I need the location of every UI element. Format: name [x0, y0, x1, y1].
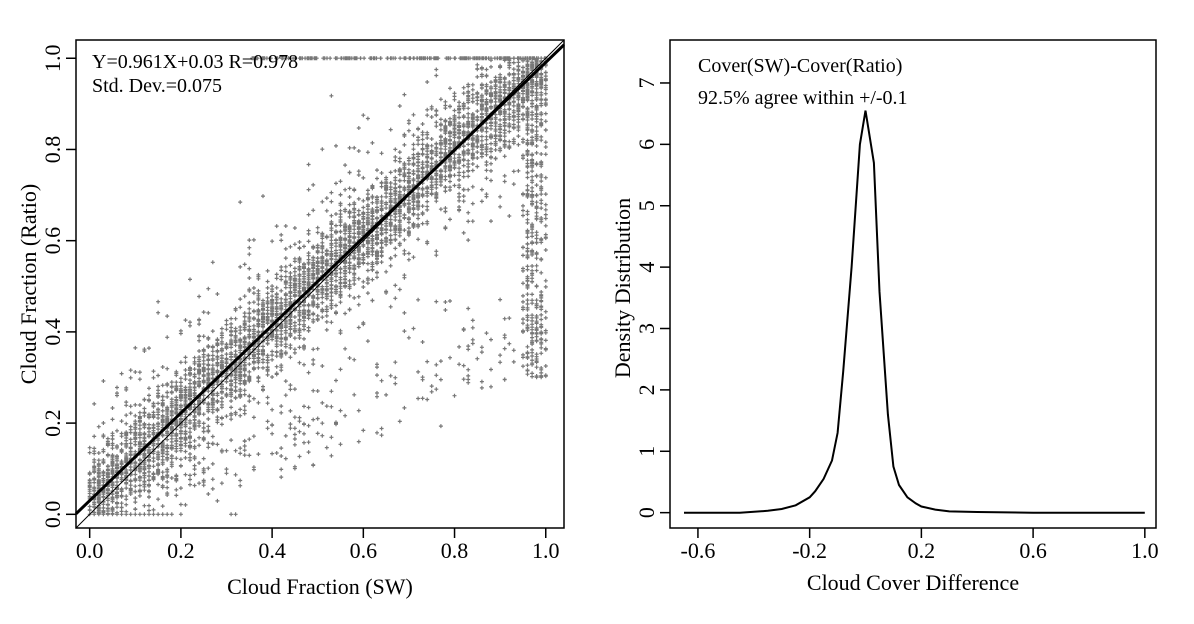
scatter-x-tick-label: 1.0: [532, 538, 560, 563]
scatter-x-tick-label: 0.6: [350, 538, 378, 563]
density-y-tick-label: 2: [634, 384, 659, 395]
density-curve: [684, 110, 1145, 514]
scatter-y-tick-label: 0.8: [40, 136, 65, 164]
density-y-tick-label: 0: [634, 507, 659, 518]
regression-line: [74, 43, 566, 515]
density-x-tick-label: -0.2: [792, 538, 827, 563]
density-x-axis: -0.6 -0.2 0.2 0.6 1.0: [681, 528, 1159, 563]
density-y-axis-title: Density Distribution: [610, 198, 635, 378]
scatter-x-axis: 0.0 0.2 0.4 0.6 0.8 1.0: [76, 528, 560, 563]
scatter-y-tick-label: 0.2: [40, 409, 65, 437]
density-y-tick-label: 3: [634, 323, 659, 334]
std-dev-annotation: Std. Dev.=0.075: [92, 75, 222, 97]
density-y-tick-label: 4: [634, 262, 659, 273]
scatter-panel: 0.0 0.2 0.4 0.6 0.8 1.0 0.0 0.2 0.4 0.6 0.8 1.0 Y=…: [16, 39, 566, 599]
density-plot-frame: [669, 39, 1157, 529]
density-x-tick-label: 1.0: [1131, 538, 1159, 563]
scatter-y-axis-title: Cloud Fraction (Ratio): [16, 184, 41, 384]
scatter-x-tick-label: 0.4: [258, 538, 286, 563]
scatter-y-tick-label: 0.0: [40, 501, 65, 529]
density-y-tick-label: 5: [634, 200, 659, 211]
density-x-axis-title: Cloud Cover Difference: [807, 570, 1019, 595]
density-x-tick-label: 0.6: [1019, 538, 1047, 563]
scatter-x-axis-title: Cloud Fraction (SW): [227, 574, 413, 599]
scatter-y-tick-label: 0.6: [40, 227, 65, 255]
density-y-tick-label: 7: [634, 77, 659, 88]
scatter-x-tick-label: 0.0: [76, 538, 104, 563]
density-title-annotation: Cover(SW)-Cover(Ratio): [698, 55, 902, 77]
agreement-annotation: 92.5% agree within +/-0.1: [698, 87, 908, 109]
density-x-tick-label: -0.6: [681, 538, 716, 563]
scatter-x-tick-label: 0.8: [441, 538, 469, 563]
scatter-plot-frame: [75, 39, 565, 529]
density-panel: -0.6 -0.2 0.2 0.6 1.0 0 1 2 3 4 5 6 7 Cover(SW)-Cov…: [610, 39, 1159, 595]
regression-equation-annotation: Y=0.961X+0.03 R=0.978: [92, 51, 298, 73]
scatter-y-axis: 0.0 0.2 0.4 0.6 0.8 1.0: [40, 44, 76, 528]
density-y-tick-label: 1: [634, 446, 659, 457]
density-x-tick-label: 0.2: [908, 538, 936, 563]
scatter-y-tick-label: 1.0: [40, 44, 65, 72]
density-y-axis: 0 1 2 3 4 5 6 7: [634, 77, 670, 518]
scatter-y-tick-label: 0.4: [40, 318, 65, 346]
density-y-tick-label: 6: [634, 139, 659, 150]
scatter-x-tick-label: 0.2: [167, 538, 195, 563]
